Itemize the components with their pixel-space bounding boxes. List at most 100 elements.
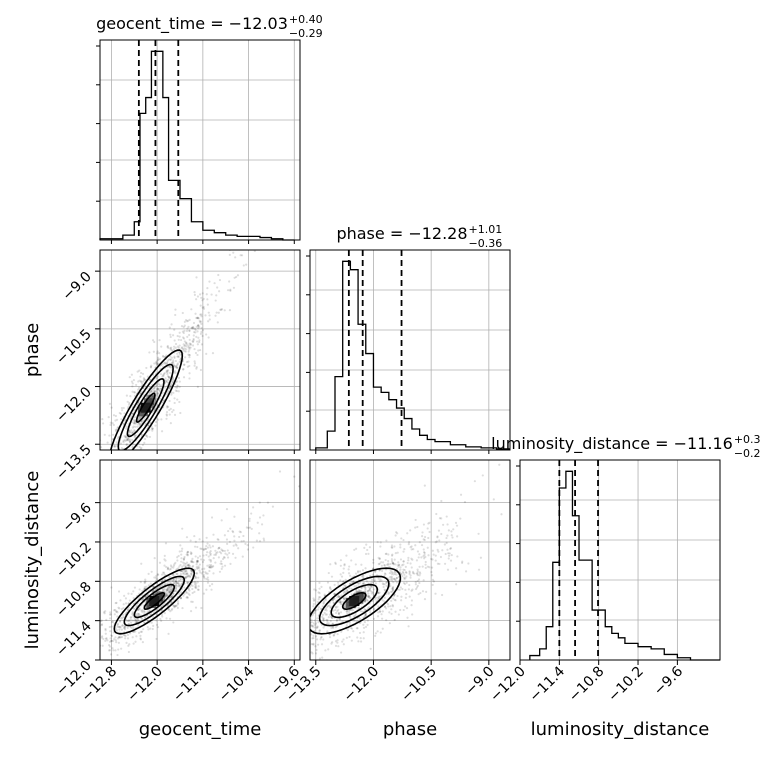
scatter-point xyxy=(102,469,104,471)
scatter-point xyxy=(168,408,171,412)
scatter-point xyxy=(322,618,325,621)
scatter-point xyxy=(151,427,154,430)
scatter-point xyxy=(369,574,372,577)
scatter-point xyxy=(202,305,205,309)
scatter-point xyxy=(418,553,421,556)
scatter-point xyxy=(120,406,123,410)
scatter-point xyxy=(390,572,393,575)
scatter-point xyxy=(158,389,161,392)
scatter-point xyxy=(155,637,158,641)
scatter-point xyxy=(318,581,321,584)
scatter-point xyxy=(275,663,277,665)
scatter-point xyxy=(376,540,379,544)
scatter-point xyxy=(107,451,109,453)
scatter-point xyxy=(200,558,203,561)
scatter-point xyxy=(394,579,397,582)
scatter-point xyxy=(136,425,139,428)
scatter-point xyxy=(196,588,200,591)
scatter-point xyxy=(165,591,168,594)
scatter-point xyxy=(289,205,291,207)
scatter-point xyxy=(520,486,522,488)
scatter-point xyxy=(368,587,371,590)
scatter-point xyxy=(156,388,159,391)
scatter-point xyxy=(128,440,131,443)
scatter-point xyxy=(199,293,202,296)
scatter-point xyxy=(160,619,163,623)
scatter-point xyxy=(176,559,179,562)
scatter-point xyxy=(179,597,182,600)
scatter-point xyxy=(156,586,159,589)
scatter-point xyxy=(374,570,377,573)
scatter-point xyxy=(173,356,176,359)
contour-line xyxy=(341,592,367,611)
scatter-point xyxy=(260,523,264,526)
scatter-point xyxy=(400,537,403,540)
scatter-point xyxy=(617,404,619,406)
scatter-point xyxy=(352,580,355,583)
scatter-point xyxy=(285,604,287,606)
scatter-point xyxy=(109,613,112,616)
scatter-point xyxy=(178,585,181,588)
scatter-point xyxy=(374,634,377,637)
scatter-point xyxy=(354,563,357,566)
scatter-point xyxy=(292,617,294,619)
scatter-point xyxy=(150,364,153,367)
panel-title: geocent_time = −12.03 xyxy=(96,14,288,34)
scatter-point xyxy=(407,588,410,591)
scatter-point xyxy=(191,327,195,330)
scatter-point xyxy=(192,326,195,329)
scatter-point xyxy=(167,389,170,393)
scatter-point xyxy=(388,576,392,579)
scatter-point xyxy=(302,602,304,604)
scatter-point xyxy=(206,303,209,306)
scatter-point xyxy=(193,364,196,367)
scatter-point xyxy=(128,430,132,433)
scatter-point xyxy=(114,419,117,422)
scatter-point xyxy=(350,559,353,562)
scatter-point xyxy=(410,557,413,560)
scatter-point xyxy=(166,566,170,569)
scatter-point xyxy=(404,596,407,599)
scatter-point xyxy=(330,642,333,645)
scatter-point xyxy=(252,546,255,549)
scatter-point xyxy=(93,479,95,481)
scatter-point xyxy=(152,615,155,619)
scatter-point xyxy=(280,637,282,639)
scatter-point xyxy=(97,470,99,472)
scatter-point xyxy=(166,359,169,362)
scatter-point xyxy=(146,625,149,629)
scatter-point xyxy=(97,633,99,635)
scatter-point xyxy=(113,613,116,616)
scatter-point xyxy=(123,628,127,631)
scatter-point xyxy=(425,590,428,593)
scatter-point xyxy=(155,623,159,627)
scatter-point xyxy=(156,391,159,395)
scatter-point xyxy=(206,298,209,301)
scatter-point xyxy=(155,360,158,364)
scatter-point xyxy=(384,558,387,562)
scatter-point xyxy=(113,477,115,479)
scatter-point xyxy=(312,643,315,646)
scatter-point xyxy=(332,609,335,612)
scatter-point xyxy=(166,567,170,570)
scatter-point xyxy=(255,628,257,630)
scatter-point xyxy=(124,435,127,438)
scatter-point xyxy=(120,607,123,611)
scatter-point xyxy=(113,444,116,447)
scatter-point xyxy=(114,649,117,652)
scatter-point xyxy=(200,572,204,575)
scatter-point xyxy=(174,586,177,589)
scatter-point xyxy=(125,443,128,446)
scatter-point xyxy=(83,486,85,488)
scatter-point xyxy=(137,613,140,616)
scatter-point xyxy=(339,611,343,614)
scatter-point xyxy=(171,410,174,414)
scatter-point xyxy=(205,553,208,557)
scatter-point xyxy=(109,617,112,620)
scatter-point xyxy=(413,572,416,575)
scatter-point xyxy=(401,575,404,578)
scatter-point xyxy=(116,625,119,628)
scatter-point xyxy=(390,579,394,582)
scatter-point xyxy=(143,610,146,614)
